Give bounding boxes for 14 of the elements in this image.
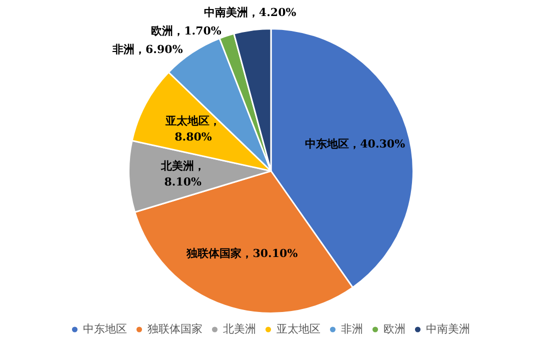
data-label: 中南美洲，4.20% [204,6,297,19]
legend-label: 亚太地区 [276,322,320,336]
legend-label: 非洲 [340,322,363,336]
data-label: 中东地区，40.30% [305,137,406,150]
legend-label: 中南美洲 [426,322,470,336]
legend-label: 独联体国家 [147,322,202,336]
data-label: 欧洲，1.70% [151,24,222,38]
data-label: 亚太地区，8.80% [164,114,221,144]
legend-label: 北美洲 [222,322,256,336]
data-label: 非洲，6.90% [112,43,184,56]
legend-label: 欧洲 [383,322,406,336]
data-label: 北美洲，8.10% [160,159,205,188]
data-label: 独联体国家，30.10% [186,247,298,260]
legend-label: 中东地区 [82,322,127,336]
